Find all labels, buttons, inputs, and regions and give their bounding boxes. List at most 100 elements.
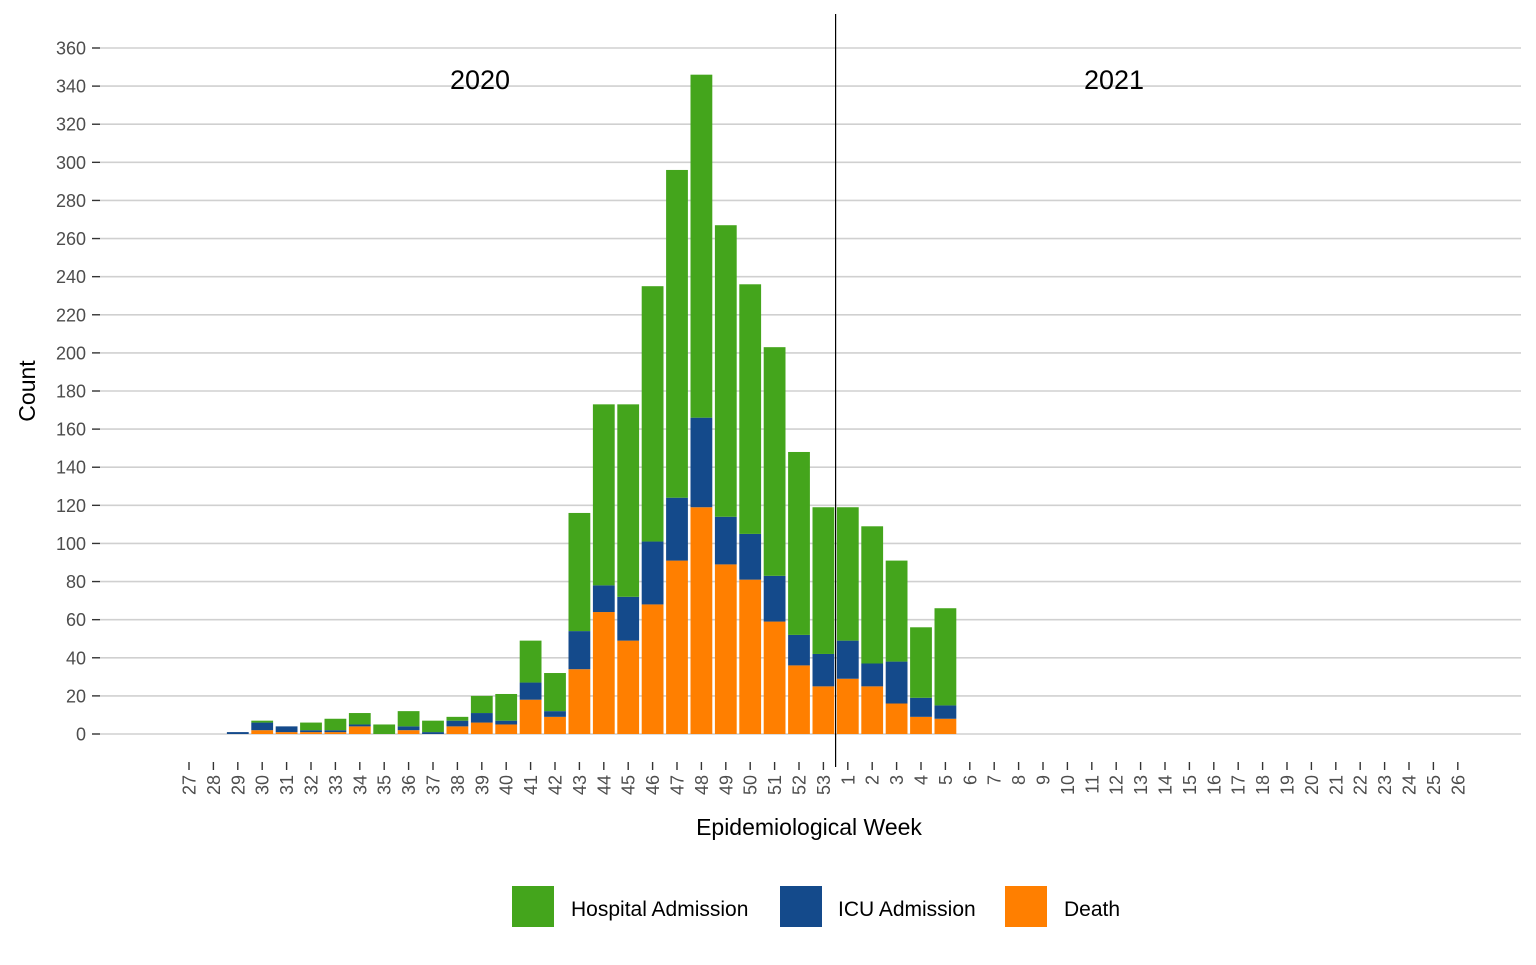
- x-tick-label-35-8: 35: [375, 775, 395, 795]
- bar-hospital-admission-week-37-10: [422, 720, 444, 733]
- x-tick-label-52-25: 52: [790, 775, 810, 795]
- x-tick-label-31-4: 31: [277, 775, 297, 795]
- bar-hospital-admission-week-2-28: [861, 526, 884, 664]
- year-label-2020: 2020: [450, 65, 510, 95]
- bar-death-week-50-23: [739, 579, 762, 734]
- bar-death-week-1-27: [836, 678, 859, 734]
- y-tick-label-200: 200: [56, 343, 86, 363]
- x-tick-label-36-9: 36: [399, 775, 419, 795]
- x-tick-label-16-42: 16: [1204, 775, 1224, 795]
- x-tick-label-27-0: 27: [180, 775, 200, 795]
- y-tick-label-240: 240: [56, 267, 86, 287]
- bar-icu-admission-week-53-26: [812, 653, 835, 687]
- x-tick-label-19-45: 19: [1278, 775, 1298, 795]
- bar-hospital-admission-week-49-22: [714, 225, 737, 517]
- bar-hospital-admission-week-36-9: [397, 711, 420, 727]
- x-tick-label-43-16: 43: [570, 775, 590, 795]
- bar-death-week-48-21: [690, 507, 713, 734]
- bar-hospital-admission-week-48-21: [690, 74, 713, 418]
- bar-icu-admission-week-3-29: [885, 661, 908, 704]
- bar-death-week-30-3: [251, 730, 274, 734]
- x-tick-label-32-5: 32: [302, 775, 322, 795]
- bar-death-week-4-30: [910, 716, 932, 734]
- bar-death-week-5-31: [934, 718, 957, 734]
- x-tick-label-38-11: 38: [448, 775, 468, 795]
- legend-label-hospital-admission: Hospital Admission: [571, 898, 748, 921]
- bar-death-week-53-26: [812, 686, 835, 734]
- x-tick-label-44-17: 44: [594, 775, 614, 795]
- bar-icu-admission-week-47-20: [666, 497, 688, 561]
- bar-icu-admission-week-45-18: [617, 596, 640, 641]
- bar-death-week-47-20: [666, 560, 688, 734]
- bar-hospital-admission-week-46-19: [641, 286, 664, 542]
- bar-hospital-admission-week-5-31: [934, 608, 957, 706]
- bar-death-week-31-4: [275, 732, 298, 734]
- bar-death-week-43-16: [568, 669, 591, 734]
- bar-death-week-2-28: [861, 686, 884, 734]
- bar-hospital-admission-week-35-8: [373, 724, 396, 734]
- x-tick-label-17-43: 17: [1229, 775, 1249, 795]
- gridlines: [100, 47, 1521, 735]
- bar-hospital-admission-week-45-18: [617, 404, 640, 597]
- x-tick-label-42-15: 42: [546, 775, 566, 795]
- y-tick-label-60: 60: [66, 610, 86, 630]
- x-tick-label-30-3: 30: [253, 775, 273, 795]
- x-tick-label-47-20: 47: [668, 775, 688, 795]
- y-tick-label-100: 100: [56, 534, 86, 554]
- x-tick-label-41-14: 41: [521, 775, 541, 795]
- y-tick-label-160: 160: [56, 420, 86, 440]
- bar-icu-admission-week-31-4: [275, 726, 298, 733]
- bar-icu-admission-week-36-9: [397, 726, 420, 731]
- x-tick-label-53-26: 53: [814, 775, 834, 795]
- bar-hospital-admission-week-3-29: [885, 560, 908, 662]
- y-tick-label-220: 220: [56, 305, 86, 325]
- x-tick-label-8-34: 8: [1009, 775, 1029, 785]
- bar-icu-admission-week-33-6: [324, 730, 347, 733]
- x-tick-label-28-1: 28: [204, 775, 224, 795]
- bar-death-week-39-12: [470, 722, 493, 734]
- bar-hospital-admission-week-33-6: [324, 718, 347, 731]
- bar-hospital-admission-week-41-14: [519, 640, 542, 683]
- bar-icu-admission-week-32-5: [300, 730, 322, 733]
- bar-death-week-34-7: [348, 726, 371, 734]
- bar-hospital-admission-week-47-20: [666, 169, 688, 498]
- bar-hospital-admission-week-39-12: [470, 695, 493, 714]
- x-tick-label-26-52: 26: [1448, 775, 1468, 795]
- legend-key-icu-admission: [780, 886, 822, 927]
- x-tick-label-5-31: 5: [936, 775, 956, 785]
- y-tick-label-320: 320: [56, 115, 86, 135]
- bar-icu-admission-week-5-31: [934, 705, 957, 719]
- x-tick-label-3-29: 3: [887, 775, 907, 785]
- bar-hospital-admission-week-42-15: [544, 673, 566, 712]
- bar-icu-admission-week-42-15: [544, 711, 566, 717]
- bar-death-week-46-19: [641, 604, 664, 734]
- bar-hospital-admission-week-34-7: [348, 713, 371, 725]
- y-tick-label-20: 20: [66, 686, 86, 706]
- bar-death-week-40-13: [495, 724, 518, 734]
- x-tick-label-12-38: 12: [1107, 775, 1127, 795]
- bar-death-week-38-11: [446, 726, 469, 734]
- x-tick-label-6-32: 6: [960, 775, 980, 785]
- x-axis-title: Epidemiological Week: [696, 814, 922, 840]
- y-tick-label-180: 180: [56, 382, 86, 402]
- y-tick-label-340: 340: [56, 77, 86, 97]
- bar-hospital-admission-week-50-23: [739, 284, 762, 534]
- y-tick-label-0: 0: [76, 725, 86, 745]
- bar-icu-admission-week-40-13: [495, 720, 518, 725]
- x-tick-label-1-27: 1: [838, 775, 858, 785]
- bar-icu-admission-week-49-22: [714, 516, 737, 565]
- bar-death-week-41-14: [519, 699, 542, 734]
- x-tick-label-34-7: 34: [350, 775, 370, 795]
- bar-icu-admission-week-30-3: [251, 722, 274, 731]
- x-tick-label-48-21: 48: [692, 775, 712, 795]
- bar-icu-admission-week-39-12: [470, 713, 493, 723]
- bar-icu-admission-week-38-11: [446, 720, 469, 727]
- bar-icu-admission-week-34-7: [348, 724, 371, 727]
- x-tick-label-23-49: 23: [1375, 775, 1395, 795]
- x-tick-label-25-51: 25: [1424, 775, 1444, 795]
- bar-hospital-admission-week-32-5: [300, 722, 322, 731]
- x-tick-label-33-6: 33: [326, 775, 346, 795]
- bar-icu-admission-week-44-17: [592, 585, 615, 613]
- x-tick-label-29-2: 29: [228, 775, 248, 795]
